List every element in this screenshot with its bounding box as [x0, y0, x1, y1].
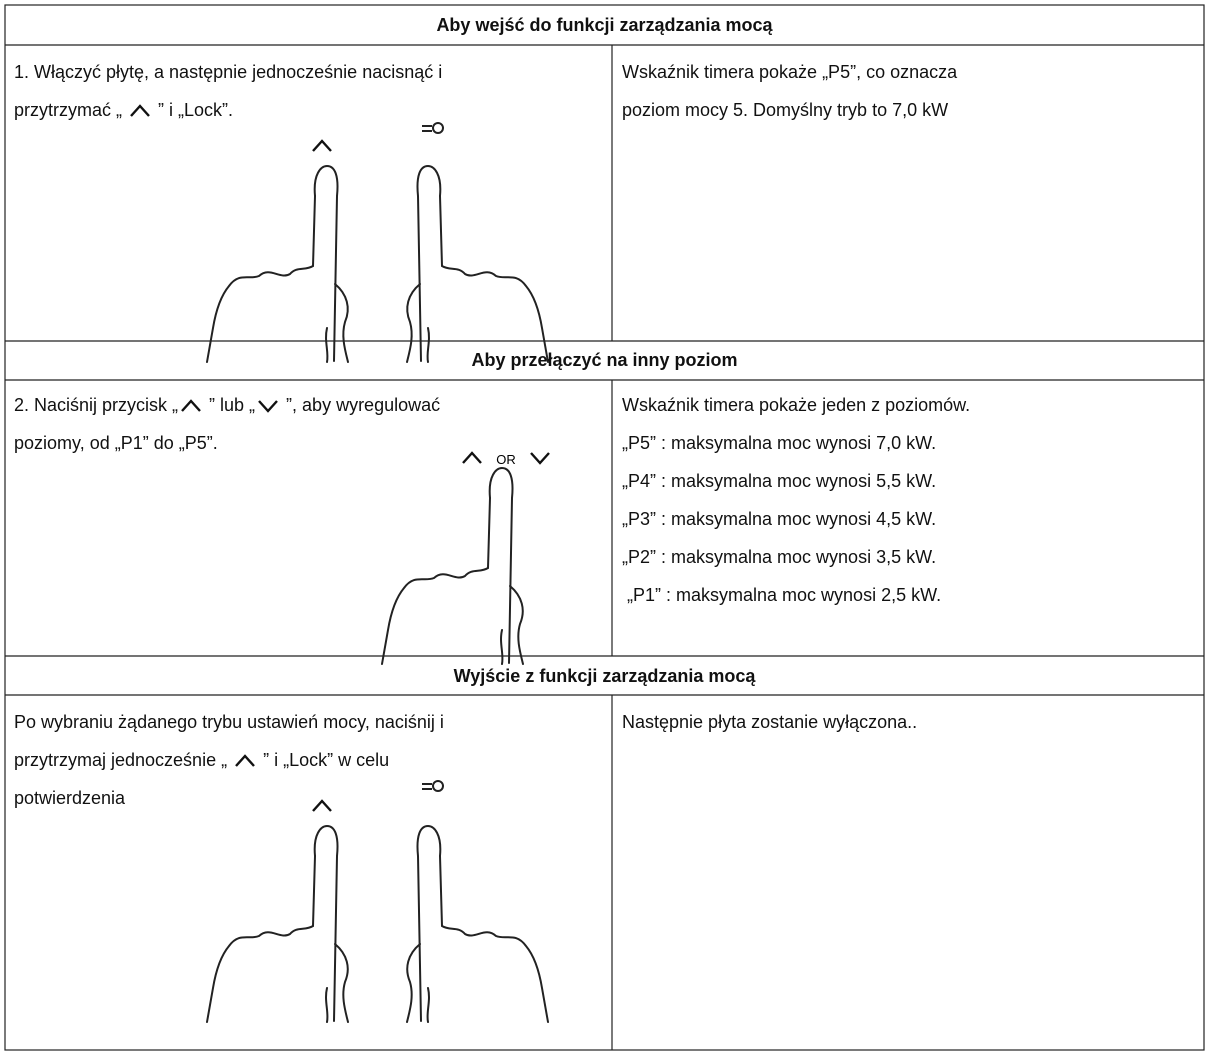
text-line: „P1” : maksymalna moc wynosi 2,5 kW.	[622, 585, 942, 605]
text-line: przytrzymać „ ” i „Lock”.	[14, 99, 233, 121]
text: ” i „Lock” w celu	[258, 750, 390, 770]
up-icon	[129, 105, 151, 118]
section-heading: Aby wejść do funkcji zarządzania mocą	[436, 15, 773, 35]
text-line: Wskaźnik timera pokaże „P5”, co oznacza	[622, 62, 958, 82]
text-line: przytrzymaj jednocześnie „ ” i „Lock” w …	[14, 749, 389, 771]
text-line: „P4” : maksymalna moc wynosi 5,5 kW.	[622, 471, 937, 491]
text: przytrzymać „	[14, 100, 128, 120]
text-line: 1. Włączyć płytę, a następnie jednocześn…	[14, 62, 443, 82]
text-line: Po wybraniu żądanego trybu ustawień mocy…	[14, 712, 444, 732]
text-line: „P5” : maksymalna moc wynosi 7,0 kW.	[622, 433, 937, 453]
text: przytrzymaj jednocześnie „	[14, 750, 233, 770]
text: ” i „Lock”.	[153, 100, 234, 120]
text: 2. Naciśnij przycisk „	[14, 395, 179, 415]
down-icon	[257, 400, 279, 413]
text-line: 2. Naciśnij przycisk „ ” lub „ ”, aby wy…	[14, 394, 440, 416]
text: ” lub „	[204, 395, 256, 415]
text-line: „P2” : maksymalna moc wynosi 3,5 kW.	[622, 547, 937, 567]
text-line: poziomy, od „P1” do „P5”.	[14, 433, 218, 453]
text-line: poziom mocy 5. Domyślny tryb to 7,0 kW	[622, 100, 949, 120]
section-heading: Wyjście z funkcji zarządzania mocą	[453, 666, 756, 686]
text-line: potwierdzenia	[14, 788, 126, 808]
up-icon	[180, 400, 202, 413]
up-icon	[234, 755, 256, 768]
text: ”, aby wyregulować	[281, 395, 441, 415]
gesture-label: OR	[496, 452, 516, 467]
section-heading: Aby przełączyć na inny poziom	[471, 350, 738, 370]
text-line: „P3” : maksymalna moc wynosi 4,5 kW.	[622, 509, 937, 529]
text-line: Następnie płyta zostanie wyłączona..	[622, 712, 918, 732]
text-line: Wskaźnik timera pokaże jeden z poziomów.	[622, 395, 971, 415]
